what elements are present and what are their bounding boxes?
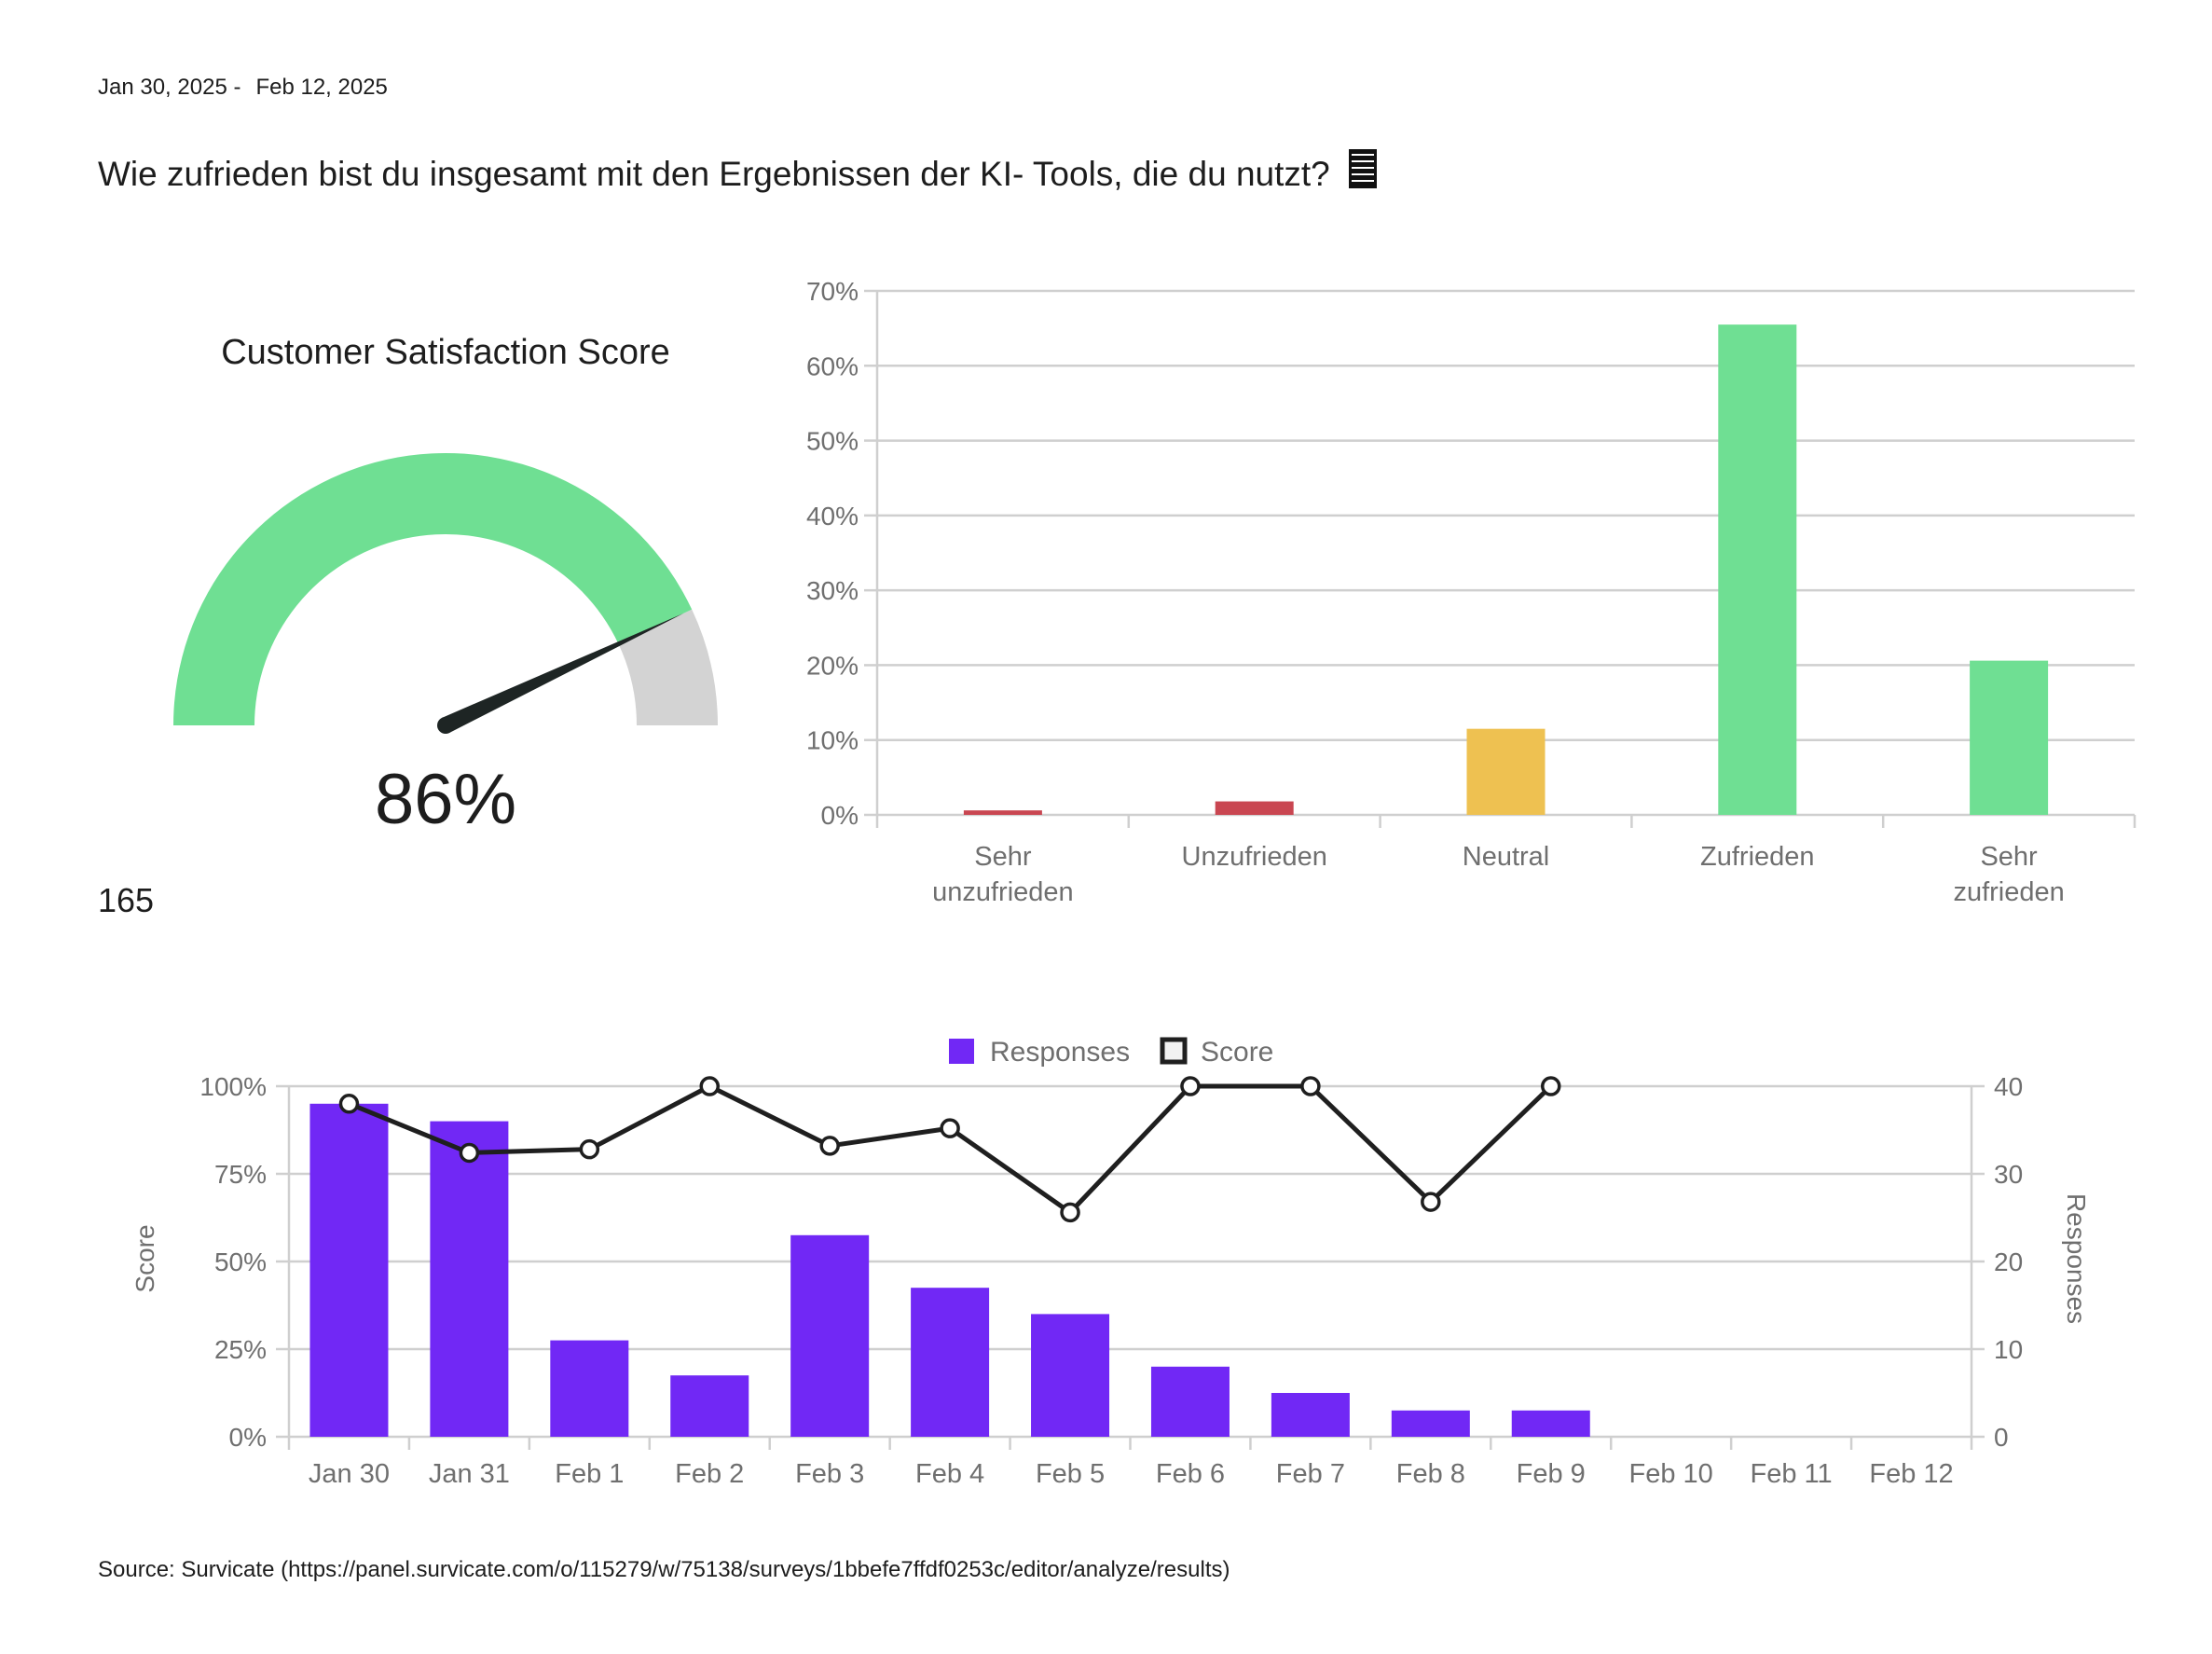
gauge-value-label: 86% [375,760,516,839]
x-tick-label: Feb 1 [555,1459,624,1489]
score-point [1541,1076,1561,1096]
y-right-axis-title: Responses [2062,1193,2091,1324]
y-left-axis-title: Score [131,1224,159,1292]
x-tick-label: Feb 3 [795,1459,864,1489]
responses-bar [1271,1393,1350,1437]
y-tick-label: 70% [806,277,859,306]
question-text: Wie zufrieden bist du insgesamt mit den … [98,155,1330,193]
y-right-tick-label: 40 [1994,1072,2023,1101]
distribution-bar [1718,324,1797,816]
score-point [940,1118,960,1138]
score-line-path [348,1083,1553,1215]
x-tick-label: Feb 4 [915,1459,984,1489]
y-tick-label: 20% [806,651,859,680]
y-right-tick-label: 0 [1994,1423,2009,1452]
legend-responses-label: Responses [990,1037,1130,1068]
x-tick-label: Neutral [1463,842,1550,872]
score-point [819,1136,840,1156]
x-tick-label: Feb 7 [1276,1459,1345,1489]
score-point [338,1094,360,1114]
distribution-axis: 0% 10% 20% 30% 40% 50% 60% 70% Sehr unzufrieden Un… [806,277,2136,907]
responses-bar [430,1121,509,1437]
legend-responses-swatch [949,1039,974,1064]
score-line [338,1076,1561,1223]
score-point [1300,1076,1321,1096]
responses-bar [790,1234,870,1437]
x-tick-label: Feb 12 [1869,1459,1953,1489]
distribution-chart: 0% 10% 20% 30% 40% 50% 60% 70% Sehr unzufrieden Un… [806,277,2136,907]
distribution-bar [1215,801,1294,815]
list-icon [1349,149,1378,197]
x-tick-label: Unzufrieden [1182,842,1327,872]
distribution-bar [963,810,1042,815]
y-tick-label: 40% [806,502,859,531]
x-tick-label: Sehr [1980,842,2038,872]
timeline-chart: Responses Score 0% 0 25% 10 50% 20 75% 30 100% 40… [131,1037,2091,1489]
x-tick-label: unzufrieden [932,877,1074,907]
y-left-tick-label: 75% [214,1160,267,1189]
score-point [459,1142,480,1164]
x-tick-label: Feb 11 [1751,1459,1833,1489]
distribution-bar [1970,660,2049,815]
score-point [1180,1076,1201,1096]
y-tick-label: 0% [821,801,859,830]
satisfaction-gauge: Customer Satisfaction Score 86% [173,333,719,839]
responses-bar [1391,1410,1470,1437]
responses-bar [1150,1366,1230,1437]
responses-bar [309,1103,389,1437]
responses-bar [550,1340,629,1437]
timeline-axis: 0% 0 25% 10 50% 20 75% 30 100% 40 Jan 30 Jan 31 Feb … [199,1072,2023,1489]
y-right-tick-label: 30 [1994,1160,2023,1189]
x-tick-label: Sehr [974,842,1032,872]
x-tick-label: Feb 2 [675,1459,744,1489]
score-point [1060,1202,1080,1223]
x-tick-label: Zufrieden [1700,842,1815,872]
timeline-grid [289,1084,1972,1439]
responses-bar [1031,1314,1110,1437]
timeline-bars [309,1103,1590,1437]
y-right-tick-label: 20 [1994,1247,2023,1276]
x-tick-label: Feb 9 [1517,1459,1586,1489]
responses-bar [670,1375,749,1437]
x-tick-label: Feb 8 [1396,1459,1465,1489]
y-tick-label: 10% [806,726,859,755]
y-left-tick-label: 0% [229,1423,267,1452]
score-point [699,1076,720,1096]
y-right-tick-label: 10 [1994,1335,2023,1364]
x-tick-label: Jan 30 [309,1459,390,1489]
distribution-bars [963,324,2049,816]
x-tick-label: Feb 6 [1156,1459,1225,1489]
legend-score-label: Score [1201,1037,1273,1068]
date-range: Jan 30, 2025 - Feb 12, 2025 [98,75,403,101]
x-tick-label: zufrieden [1953,877,2064,907]
response-count: 165 [98,881,155,919]
x-tick-label: Feb 10 [1629,1459,1713,1489]
distribution-bar [1466,728,1546,815]
y-left-tick-label: 100% [199,1072,267,1101]
y-tick-label: 60% [806,351,859,380]
gauge-value-arc [173,453,693,725]
responses-bar [1511,1410,1590,1437]
gauge-needle [442,613,684,734]
y-left-tick-label: 25% [214,1335,267,1364]
distribution-grid [877,289,2135,817]
score-point [1421,1192,1441,1212]
x-tick-label: Feb 5 [1036,1459,1105,1489]
gauge-needle-hub [437,717,454,734]
score-point [579,1138,600,1160]
source-citation: Source: Survicate (https://panel.survica… [98,1557,1230,1582]
y-left-tick-label: 50% [214,1247,267,1276]
x-tick-label: Jan 31 [429,1459,510,1489]
question-title: Wie zufrieden bist du insgesamt mit den … [98,149,1378,197]
legend-score-swatch [1160,1037,1188,1065]
y-tick-label: 30% [806,576,859,605]
timeline-legend: Responses Score [949,1037,1273,1068]
gauge-title: Customer Satisfaction Score [221,333,670,372]
responses-bar [911,1288,990,1437]
gauge-remainder-arc [618,609,719,725]
date-start: Jan 30, 2025 - [98,75,241,100]
date-end: Feb 12, 2025 [255,75,388,100]
y-tick-label: 50% [806,427,859,456]
